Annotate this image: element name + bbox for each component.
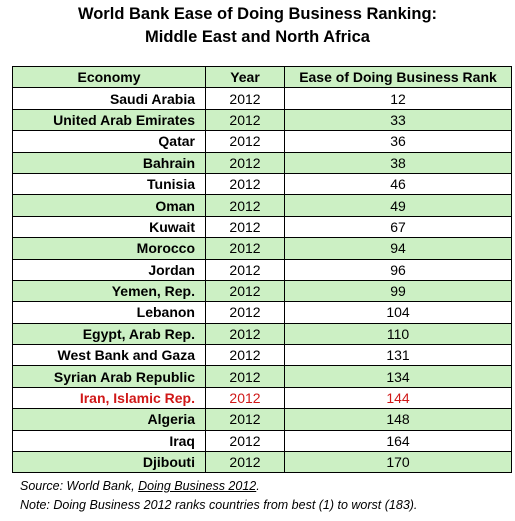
rank-cell: 104 <box>284 301 512 324</box>
economy-cell: Algeria <box>12 408 206 431</box>
year-cell: 2012 <box>205 386 285 410</box>
table-row: Tunisia 2012 46 <box>12 172 512 196</box>
rank-cell: 49 <box>284 194 512 217</box>
table-row: Morocco 2012 94 <box>12 237 512 260</box>
table-body: Saudi Arabia 2012 12 United Arab Emirates 20… <box>12 87 512 474</box>
economy-cell: Kuwait <box>12 215 206 239</box>
year-cell: 2012 <box>205 87 285 110</box>
economy-cell: United Arab Emirates <box>12 108 206 132</box>
table-row: Iran, Islamic Rep. 2012 144 <box>12 386 512 410</box>
year-cell: 2012 <box>205 151 285 174</box>
economy-cell: Tunisia <box>12 172 206 196</box>
year-cell: 2012 <box>205 408 285 431</box>
table-row: Qatar 2012 36 <box>12 130 512 153</box>
year-cell: 2012 <box>205 237 285 260</box>
table-row: Algeria 2012 148 <box>12 408 512 431</box>
ranking-table: Economy Year Ease of Doing Business Rank… <box>12 65 512 474</box>
header-economy: Economy <box>12 65 206 89</box>
economy-cell: Saudi Arabia <box>12 87 206 110</box>
rank-cell: 99 <box>284 279 512 303</box>
table-row: Lebanon 2012 104 <box>12 301 512 324</box>
economy-cell: Iran, Islamic Rep. <box>12 386 206 410</box>
economy-cell: Bahrain <box>12 151 206 174</box>
footnotes: Source: World Bank, Doing Business 2012.… <box>20 477 417 515</box>
table-row: Iraq 2012 164 <box>12 429 512 453</box>
rank-cell: 33 <box>284 108 512 132</box>
rank-cell: 170 <box>284 451 512 474</box>
year-cell: 2012 <box>205 172 285 196</box>
year-cell: 2012 <box>205 279 285 303</box>
table-row: Jordan 2012 96 <box>12 258 512 281</box>
page-title: World Bank Ease of Doing Business Rankin… <box>0 3 515 49</box>
year-cell: 2012 <box>205 194 285 217</box>
rank-cell: 46 <box>284 172 512 196</box>
table-row: Saudi Arabia 2012 12 <box>12 87 512 110</box>
year-cell: 2012 <box>205 301 285 324</box>
table-row: West Bank and Gaza 2012 131 <box>12 344 512 367</box>
year-cell: 2012 <box>205 322 285 346</box>
year-cell: 2012 <box>205 429 285 453</box>
table-row: Djibouti 2012 170 <box>12 451 512 474</box>
rank-cell: 148 <box>284 408 512 431</box>
economy-cell: Djibouti <box>12 451 206 474</box>
year-cell: 2012 <box>205 258 285 281</box>
source-publication: Doing Business 2012 <box>138 479 257 493</box>
table-row: United Arab Emirates 2012 33 <box>12 108 512 132</box>
table-row: Bahrain 2012 38 <box>12 151 512 174</box>
table-row: Syrian Arab Republic 2012 134 <box>12 365 512 388</box>
economy-cell: Syrian Arab Republic <box>12 365 206 388</box>
source-suffix: . <box>256 479 260 493</box>
header-year: Year <box>205 65 285 89</box>
header-rank: Ease of Doing Business Rank <box>284 65 512 89</box>
year-cell: 2012 <box>205 108 285 132</box>
year-cell: 2012 <box>205 365 285 388</box>
year-cell: 2012 <box>205 215 285 239</box>
table-row: Yemen, Rep. 2012 99 <box>12 279 512 303</box>
rank-cell: 96 <box>284 258 512 281</box>
title-line-1: World Bank Ease of Doing Business Rankin… <box>77 5 438 23</box>
economy-cell: Qatar <box>12 130 206 153</box>
economy-cell: Morocco <box>12 237 206 260</box>
table-row: Oman 2012 49 <box>12 194 512 217</box>
economy-cell: Yemen, Rep. <box>12 279 206 303</box>
economy-cell: Oman <box>12 194 206 217</box>
economy-cell: West Bank and Gaza <box>12 344 206 367</box>
year-cell: 2012 <box>205 130 285 153</box>
rank-cell: 164 <box>284 429 512 453</box>
rank-cell: 38 <box>284 151 512 174</box>
ranking-note: Note: Doing Business 2012 ranks countrie… <box>20 498 418 512</box>
rank-cell: 67 <box>284 215 512 239</box>
rank-cell: 110 <box>284 322 512 346</box>
rank-cell: 36 <box>284 130 512 153</box>
table-row: Egypt, Arab Rep. 2012 110 <box>12 322 512 346</box>
economy-cell: Lebanon <box>12 301 206 324</box>
rank-cell: 134 <box>284 365 512 388</box>
source-prefix: Source: World Bank, <box>20 479 139 493</box>
table-header-row: Economy Year Ease of Doing Business Rank <box>12 65 512 89</box>
year-cell: 2012 <box>205 344 285 367</box>
economy-cell: Jordan <box>12 258 206 281</box>
economy-cell: Iraq <box>12 429 206 453</box>
source-note: Source: World Bank, Doing Business 2012. <box>20 477 417 496</box>
rank-cell: 131 <box>284 344 512 367</box>
economy-cell: Egypt, Arab Rep. <box>12 322 206 346</box>
title-line-2: Middle East and North Africa <box>145 28 370 46</box>
rank-cell: 144 <box>284 386 512 410</box>
year-cell: 2012 <box>205 451 285 474</box>
table-row: Kuwait 2012 67 <box>12 215 512 239</box>
rank-cell: 12 <box>284 87 512 110</box>
rank-cell: 94 <box>284 237 512 260</box>
